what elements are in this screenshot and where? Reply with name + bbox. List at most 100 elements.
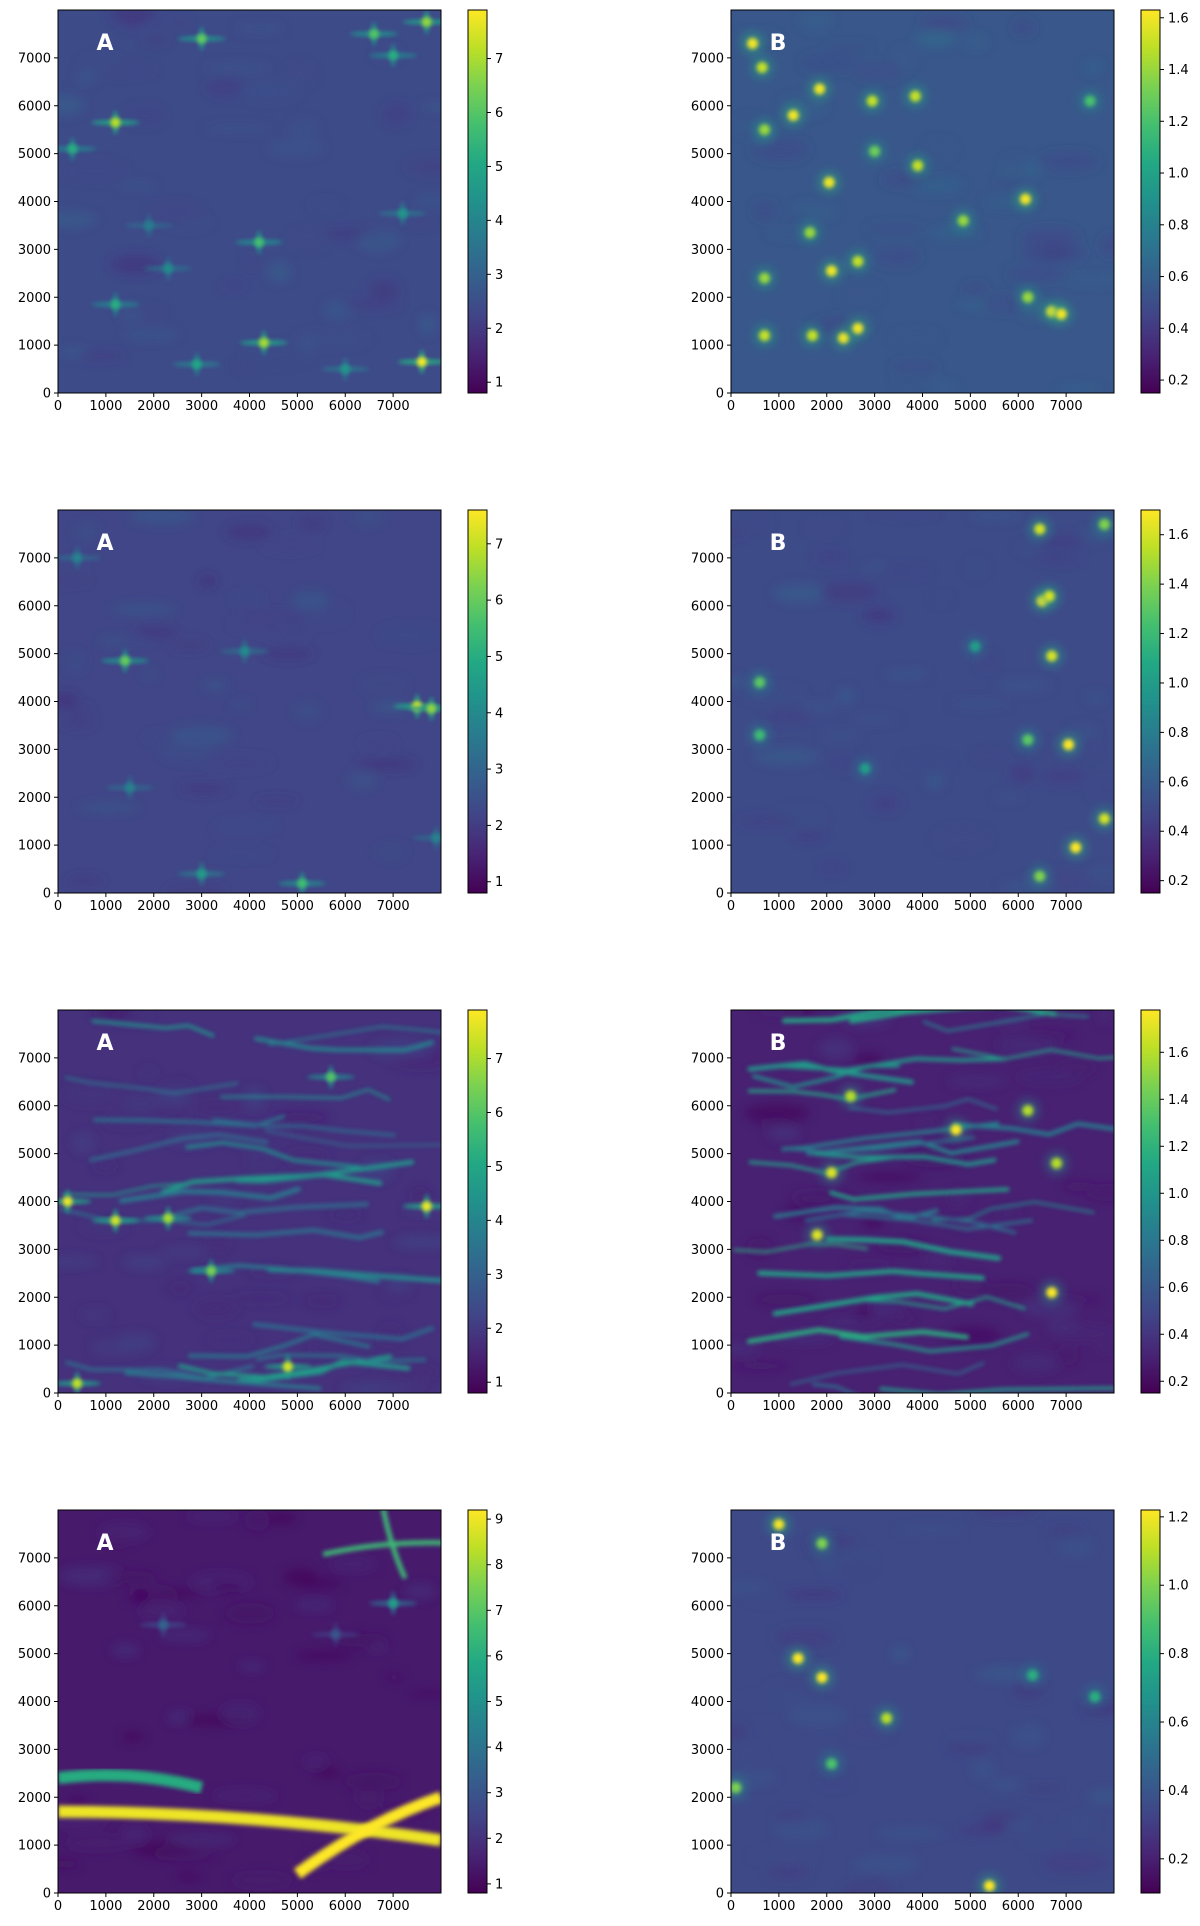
y-tick-label: 2000 <box>18 791 51 806</box>
texture-cell <box>929 382 958 392</box>
texture-cell <box>355 1788 382 1807</box>
x-tick-label: 0 <box>727 1399 735 1414</box>
texture-cell <box>148 202 203 225</box>
heatmap-blob <box>881 1712 893 1724</box>
texture-cell <box>1069 725 1098 739</box>
x-tick-label: 3000 <box>185 1899 218 1914</box>
texture-cell <box>262 537 318 552</box>
texture-cell <box>1057 1537 1094 1558</box>
texture-cell <box>923 1249 953 1271</box>
texture-cell <box>254 797 299 804</box>
y-tick-label: 5000 <box>18 1147 51 1162</box>
texture-cell <box>956 1825 1004 1836</box>
texture-cell <box>140 670 158 679</box>
x-tick-label: 5000 <box>281 1899 314 1914</box>
texture-cell <box>262 648 314 660</box>
heatmap-blob <box>826 1758 838 1770</box>
texture-cell <box>764 711 815 722</box>
texture-cell <box>160 739 214 762</box>
heatmap-blob <box>984 1880 996 1892</box>
x-tick-label: 1000 <box>762 899 795 914</box>
heatmap-star <box>110 299 121 310</box>
colorbar-tick-label: 1.2 <box>1168 1510 1189 1525</box>
texture-cell <box>862 607 895 624</box>
texture-cell <box>999 882 1060 892</box>
colorbar-tick-label: 6 <box>495 106 503 121</box>
texture-cell <box>208 1335 254 1345</box>
colorbar-tick-label: 1.0 <box>1168 676 1189 691</box>
colorbar-tick-label: 0.6 <box>1168 775 1189 790</box>
colorbar-tick-label: 4 <box>495 1214 503 1229</box>
colorbar-tick-label: 0.4 <box>1168 825 1189 840</box>
colorbar-tick-label: 0.4 <box>1168 1328 1189 1343</box>
heatmap-filament <box>160 1172 383 1195</box>
texture-cell <box>186 1511 239 1522</box>
texture-cell <box>204 125 272 132</box>
colorbar-tick-label: 5 <box>495 160 503 175</box>
y-tick-label: 2000 <box>691 1791 724 1806</box>
x-tick-label: 6000 <box>1002 399 1035 414</box>
texture-cell <box>926 773 944 791</box>
heatmap-blob <box>814 83 826 95</box>
texture-cell <box>731 1770 778 1785</box>
y-tick-label: 3000 <box>691 1743 724 1758</box>
texture-cell <box>774 1627 837 1649</box>
texture-cell <box>837 688 854 704</box>
heatmap-filament <box>89 1132 269 1162</box>
heatmap-filament <box>165 1202 369 1219</box>
heatmap-filament <box>789 1361 985 1386</box>
y-tick-label: 5000 <box>691 647 724 662</box>
heatmap-filament <box>790 1136 976 1154</box>
texture-cell <box>824 1317 882 1325</box>
texture-cell <box>104 1571 159 1583</box>
texture-cell <box>375 844 407 861</box>
panel-label: B <box>770 531 787 556</box>
texture-cell <box>76 71 96 84</box>
y-tick-label: 7000 <box>18 51 51 66</box>
y-tick-label: 7000 <box>691 1051 724 1066</box>
x-tick-label: 1000 <box>762 1399 795 1414</box>
heatmap-filament <box>61 1176 252 1197</box>
y-tick-label: 4000 <box>691 195 724 210</box>
heatmap-star <box>388 1598 399 1609</box>
texture-cell <box>867 223 923 236</box>
texture-cell <box>58 211 97 228</box>
heatmap-star <box>196 868 207 879</box>
y-tick-label: 1000 <box>691 1339 724 1354</box>
texture-cell <box>66 1796 89 1807</box>
y-tick-label: 2000 <box>691 291 724 306</box>
heatmap-blob <box>1070 842 1082 854</box>
texture-cell <box>892 47 916 69</box>
texture-cell <box>129 510 195 526</box>
texture-cell <box>357 230 400 252</box>
heatmap-blob <box>759 330 771 342</box>
texture-cell <box>409 215 432 227</box>
colorbar <box>467 9 488 394</box>
heatmap-blob <box>826 265 838 277</box>
texture-cell <box>167 1834 236 1845</box>
texture-cell <box>801 54 857 72</box>
heatmap-filament <box>237 1359 411 1383</box>
texture-cell <box>892 1312 914 1324</box>
texture-cell <box>768 1126 801 1141</box>
y-tick-label: 1000 <box>18 1839 51 1854</box>
colorbar <box>1140 1009 1161 1394</box>
colorbar-tick-label: 3 <box>495 1268 503 1283</box>
texture-cell <box>739 686 805 702</box>
texture-cell <box>972 1510 1038 1517</box>
heatmap-star <box>416 356 427 367</box>
colorbar-tick-label: 1.6 <box>1168 11 1189 26</box>
colorbar <box>467 509 488 894</box>
texture-cell <box>65 1835 130 1851</box>
x-tick-label: 2000 <box>137 899 170 914</box>
heatmap-star <box>191 359 202 370</box>
heatmap-star <box>163 263 174 274</box>
texture-cell <box>996 1036 1059 1054</box>
heatmap-filament <box>811 1382 855 1393</box>
panel-label: A <box>96 531 113 556</box>
heatmap-filament <box>267 1267 441 1283</box>
texture-cell <box>731 1696 790 1704</box>
heatmap-blob <box>1055 308 1067 320</box>
texture-cell <box>1023 1831 1061 1847</box>
heatmap-filament <box>91 1019 215 1038</box>
